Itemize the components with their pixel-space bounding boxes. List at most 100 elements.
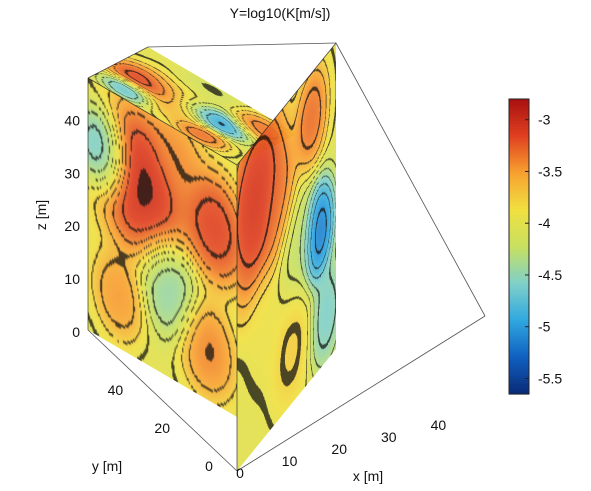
- z-tick-label: 30: [64, 165, 80, 181]
- colorbar-band: [509, 162, 529, 166]
- colorbar-band: [509, 108, 529, 112]
- y-tick-label: 0: [205, 458, 213, 474]
- colorbar-band: [509, 322, 529, 325]
- colorbar-band: [509, 240, 529, 244]
- colorbar-band: [509, 386, 529, 389]
- x-axis: 0 10 20 30 40 x [m]: [236, 417, 446, 484]
- colorbar-band: [509, 248, 529, 252]
- colorbar-band: [509, 342, 529, 345]
- colorbar-band: [509, 114, 529, 118]
- colorbar-band: [509, 146, 529, 150]
- x-tick-label: 40: [431, 417, 447, 433]
- colorbar-band: [509, 320, 529, 323]
- colorbar-band: [509, 220, 529, 224]
- colorbar-band: [509, 330, 529, 333]
- edge-right-vertical: [335, 42, 486, 317]
- colorbar-band: [509, 190, 529, 194]
- z-tick-label: 10: [64, 271, 80, 287]
- colorbar-frame: [508, 98, 530, 395]
- colorbar-band: [509, 102, 529, 106]
- colorbar-band: [509, 380, 529, 383]
- colorbar-band: [509, 358, 529, 361]
- chart-title: Y=log10(K[m/s]): [230, 5, 331, 21]
- colorbar-band: [509, 244, 529, 248]
- y-axis: 0 20 40 y [m]: [92, 382, 213, 474]
- colorbar-band: [509, 252, 529, 256]
- colorbar-band: [509, 390, 529, 393]
- colorbar-band: [509, 266, 529, 270]
- colorbar-band: [509, 312, 529, 315]
- colorbar-band: [509, 286, 529, 289]
- colorbar-band: [509, 238, 529, 242]
- colorbar-band: [509, 300, 529, 303]
- colorbar-band: [509, 336, 529, 339]
- x-tick-label: 30: [381, 429, 397, 445]
- colorbar-band: [509, 372, 529, 375]
- colorbar-band: [509, 368, 529, 371]
- colorbar-band: [509, 152, 529, 156]
- colorbar: -3 -3.5 -4 -4.5 -5 -5.5: [508, 98, 562, 395]
- x-tick-label: 20: [331, 441, 347, 457]
- colorbar-band: [509, 288, 529, 291]
- colorbar-band: [509, 234, 529, 238]
- colorbar-band: [509, 116, 529, 120]
- colorbar-band: [509, 164, 529, 168]
- colorbar-band: [509, 338, 529, 341]
- colorbar-band: [509, 316, 529, 319]
- volume-cube: [87, 42, 486, 472]
- colorbar-band: [509, 270, 529, 274]
- colorbar-band: [509, 256, 529, 260]
- colorbar-band: [509, 198, 529, 202]
- colorbar-band: [509, 310, 529, 313]
- colorbar-band: [509, 246, 529, 250]
- colorbar-band: [509, 112, 529, 116]
- colorbar-band: [509, 370, 529, 373]
- colorbar-band: [509, 200, 529, 204]
- colorbar-band: [509, 178, 529, 182]
- colorbar-band: [509, 276, 529, 279]
- colorbar-band: [509, 192, 529, 196]
- colorbar-band: [509, 134, 529, 138]
- colorbar-band: [509, 118, 529, 122]
- colorbar-band: [509, 326, 529, 329]
- colorbar-band: [509, 142, 529, 146]
- colorbar-ticks: -3 -3.5 -4 -4.5 -5 -5.5: [525, 112, 562, 386]
- colorbar-band: [509, 304, 529, 307]
- colorbar-band: [509, 302, 529, 305]
- colorbar-band: [509, 144, 529, 148]
- colorbar-band: [509, 284, 529, 287]
- colorbar-band: [509, 360, 529, 363]
- colorbar-band: [509, 166, 529, 170]
- y-tick-label: 40: [108, 382, 124, 398]
- colorbar-band: [509, 154, 529, 158]
- z-axis: 0 10 20 30 40 z [m]: [33, 112, 80, 340]
- colorbar-band: [509, 344, 529, 347]
- colorbar-band: [509, 278, 529, 281]
- colorbar-band: [509, 262, 529, 266]
- colorbar-band: [509, 130, 529, 134]
- colorbar-band: [509, 374, 529, 377]
- z-tick-label: 40: [64, 112, 80, 128]
- colorbar-band: [509, 104, 529, 108]
- colorbar-band: [509, 388, 529, 391]
- colorbar-band: [509, 328, 529, 331]
- colorbar-band: [509, 212, 529, 216]
- colorbar-tick-label: -4.5: [538, 267, 562, 283]
- colorbar-band: [509, 306, 529, 309]
- colorbar-band: [509, 194, 529, 198]
- colorbar-band: [509, 122, 529, 126]
- colorbar-band: [509, 204, 529, 208]
- colorbar-band: [509, 202, 529, 206]
- colorbar-band: [509, 258, 529, 262]
- edge-bottom-left: [87, 329, 238, 472]
- colorbar-tick-label: -5.5: [538, 370, 562, 386]
- colorbar-band: [509, 384, 529, 387]
- colorbar-band: [509, 274, 529, 277]
- colorbar-band: [509, 160, 529, 164]
- colorbar-band: [509, 392, 529, 395]
- z-axis-label: z [m]: [33, 200, 49, 230]
- colorbar-band: [509, 364, 529, 367]
- colorbar-tick-label: -3: [538, 112, 551, 128]
- colorbar-band: [509, 222, 529, 226]
